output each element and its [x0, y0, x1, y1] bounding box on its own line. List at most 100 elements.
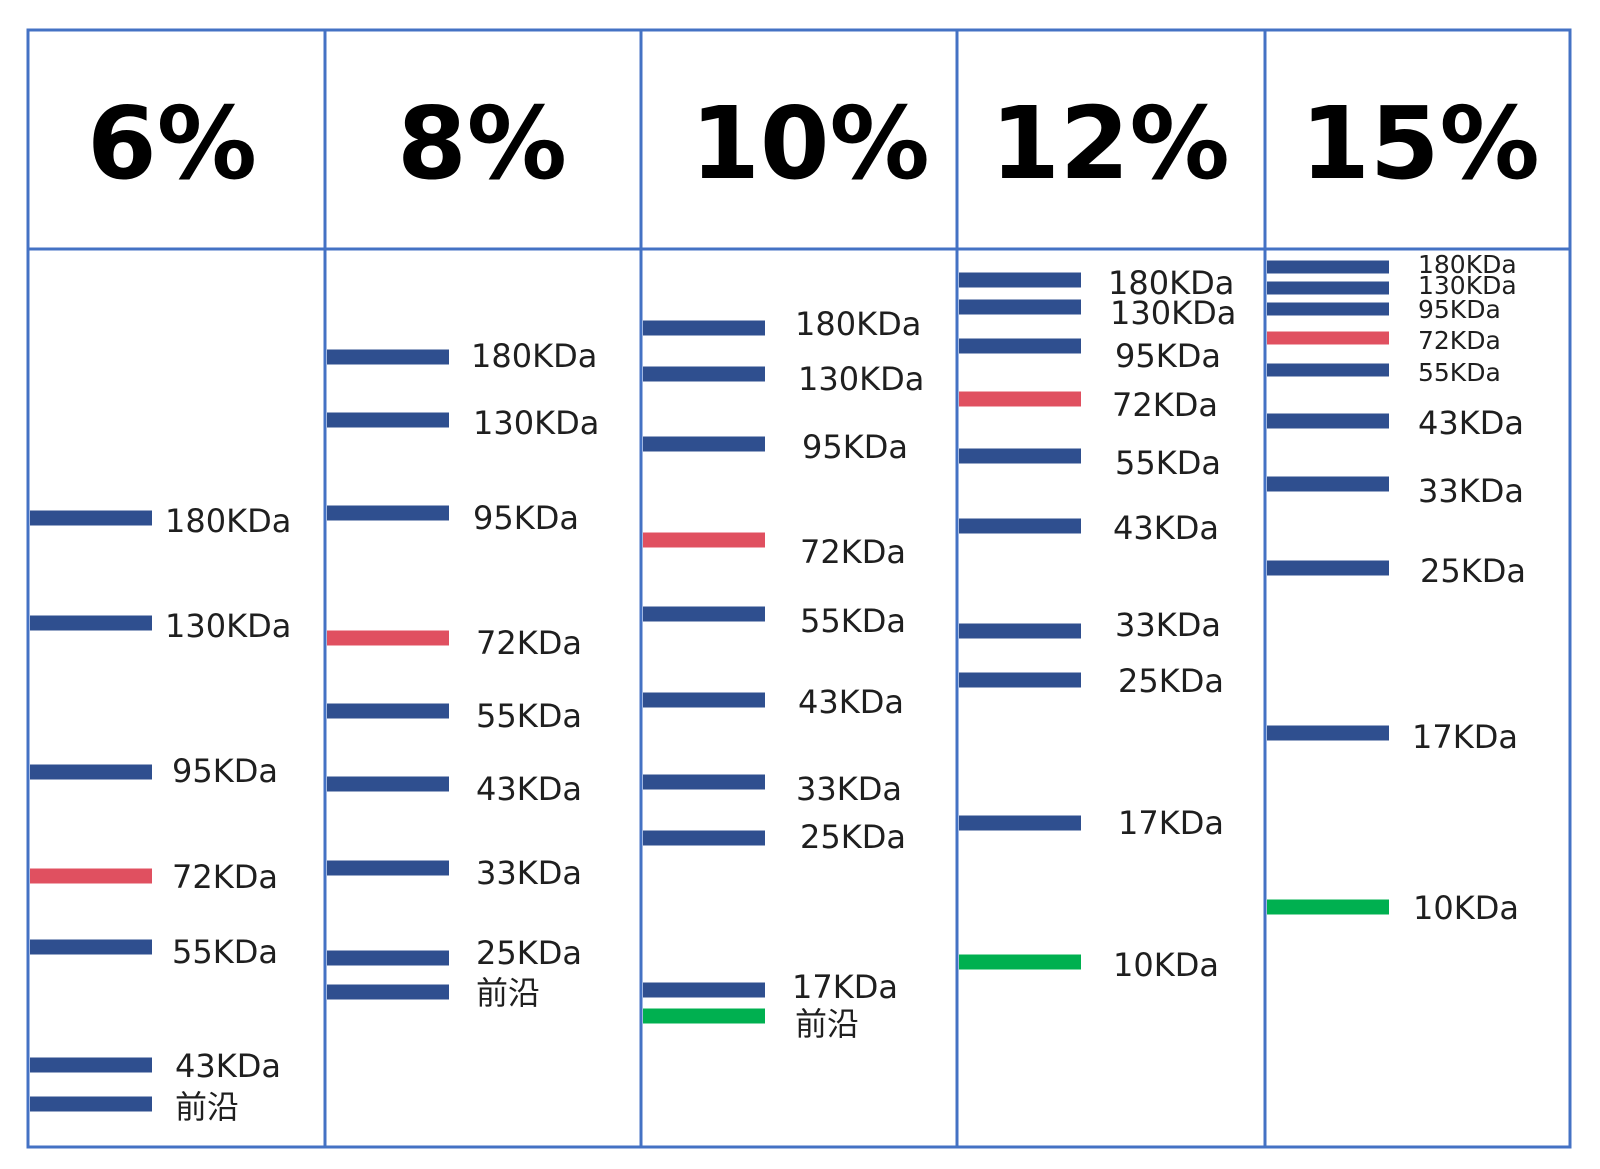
band-bar: [1267, 560, 1389, 576]
band-label: 43KDa: [1418, 404, 1524, 442]
band-bar: [959, 672, 1081, 688]
band-label: 43KDa: [175, 1047, 281, 1085]
band-bar: [1267, 476, 1389, 492]
band-bar: [30, 510, 152, 526]
band-label: 130KDa: [165, 607, 291, 645]
band-bar: [1267, 413, 1389, 429]
band-label: 10KDa: [1413, 889, 1519, 927]
band-bar: [1267, 260, 1389, 274]
band-label: 130KDa: [798, 360, 924, 398]
band-bar: [327, 860, 449, 876]
band-bar: [643, 606, 765, 622]
lane-headers: 6% 8% 10% 12% 15%: [87, 85, 1540, 202]
band-bar: [643, 320, 765, 336]
band-label: 130KDa: [1110, 294, 1236, 332]
band-label: 33KDa: [1418, 472, 1524, 510]
band-bar: [327, 412, 449, 428]
band-bar: [327, 776, 449, 792]
band-label: 33KDa: [1115, 606, 1221, 644]
band-label: 180KDa: [165, 502, 291, 540]
band-bar: [30, 939, 152, 955]
band-label: 55KDa: [1115, 444, 1221, 482]
band-bar: [959, 299, 1081, 315]
band-bar: [643, 1008, 765, 1024]
band-label: 72KDa: [476, 624, 582, 662]
band-label: 25KDa: [476, 934, 582, 972]
band-bar: [327, 505, 449, 521]
band-bar: [327, 630, 449, 646]
band-label: 72KDa: [800, 533, 906, 571]
band-label: 95KDa: [473, 499, 579, 537]
band-bar: [959, 815, 1081, 831]
band-bar: [959, 954, 1081, 970]
band-bar: [1267, 302, 1389, 316]
band-label: 43KDa: [476, 770, 582, 808]
band-bar: [959, 448, 1081, 464]
band-bar: [1267, 363, 1389, 377]
lane-header-3: 10%: [690, 85, 929, 202]
band-bar: [327, 950, 449, 966]
band-label: 95KDa: [1115, 337, 1221, 375]
band-label: 43KDa: [798, 683, 904, 721]
band-bar: [30, 764, 152, 780]
lane-header-5: 15%: [1300, 85, 1539, 202]
band-bar: [30, 615, 152, 631]
band-label: 180KDa: [471, 337, 597, 375]
band-label: 72KDa: [1418, 326, 1501, 355]
band-bar: [643, 774, 765, 790]
band-label: 72KDa: [1112, 386, 1218, 424]
lane-header-4: 12%: [990, 85, 1229, 202]
band-bar: [643, 532, 765, 548]
band-label: 180KDa: [1108, 264, 1234, 302]
band-bar: [30, 868, 152, 884]
band-label: 55KDa: [172, 933, 278, 971]
lane-header-1: 6%: [87, 85, 257, 202]
band-bar: [1267, 899, 1389, 915]
band-label: 55KDa: [800, 602, 906, 640]
band-label: 前沿: [795, 1005, 859, 1043]
band-bar: [643, 436, 765, 452]
band-label: 25KDa: [1420, 552, 1526, 590]
band-bar: [959, 338, 1081, 354]
band-bar: [1267, 281, 1389, 295]
band-bar: [327, 984, 449, 1000]
band-bar: [30, 1096, 152, 1112]
band-label: 17KDa: [1118, 804, 1224, 842]
band-label: 180KDa: [795, 305, 921, 343]
band-bar: [959, 391, 1081, 407]
band-label: 130KDa: [1418, 271, 1517, 300]
band-bar: [959, 272, 1081, 288]
band-label: 33KDa: [476, 854, 582, 892]
band-label: 95KDa: [1418, 295, 1501, 324]
band-label: 130KDa: [473, 404, 599, 442]
band-bar: [643, 366, 765, 382]
band-label: 25KDa: [800, 818, 906, 856]
band-label: 25KDa: [1118, 662, 1224, 700]
band-label: 前沿: [175, 1088, 239, 1126]
marker-bands: 180KDa130KDa95KDa72KDa55KDa43KDa前沿180KDa…: [30, 250, 1526, 1126]
band-bar: [327, 349, 449, 365]
band-label: 95KDa: [172, 752, 278, 790]
band-label: 17KDa: [792, 968, 898, 1006]
band-bar: [959, 518, 1081, 534]
band-bar: [1267, 725, 1389, 741]
band-bar: [327, 703, 449, 719]
band-bar: [959, 623, 1081, 639]
lane-header-2: 8%: [397, 85, 567, 202]
band-bar: [643, 830, 765, 846]
table-border: [26, 28, 1572, 1149]
band-label: 95KDa: [802, 428, 908, 466]
band-label: 55KDa: [476, 697, 582, 735]
band-label: 43KDa: [1113, 509, 1219, 547]
band-label: 10KDa: [1113, 946, 1219, 984]
band-bar: [1267, 331, 1389, 345]
band-label: 33KDa: [796, 770, 902, 808]
band-label: 前沿: [476, 974, 540, 1012]
band-label: 17KDa: [1412, 718, 1518, 756]
band-bar: [643, 982, 765, 998]
band-label: 55KDa: [1418, 358, 1501, 387]
band-label: 72KDa: [172, 858, 278, 896]
band-bar: [30, 1057, 152, 1073]
band-bar: [643, 692, 765, 708]
